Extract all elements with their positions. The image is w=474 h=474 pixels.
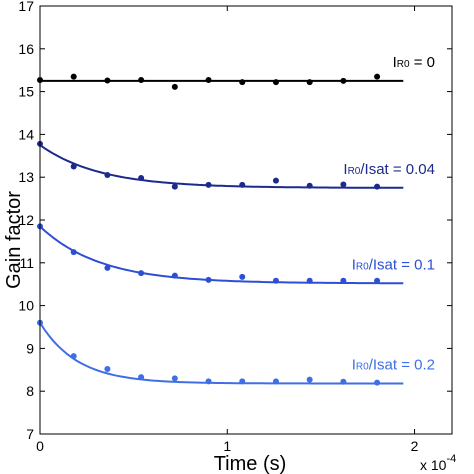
data-point [138,77,145,84]
data-point [171,83,178,90]
data-point [138,270,145,277]
data-point [340,77,347,84]
y-tick-label: 17 [18,0,34,14]
series-label-2: IR0/Isat = 0.1 [352,256,435,273]
x-tick-label: 1 [223,438,231,454]
series-label-main: I [393,54,397,71]
series-label-main: I [352,256,356,273]
x-axis-multiplier-base: x 10 [420,457,447,473]
data-point [138,175,145,182]
y-tick-label: 13 [18,169,34,185]
data-point [205,181,212,188]
data-point [70,73,77,80]
x-tick-label: 2 [411,438,419,454]
data-point [70,163,77,170]
y-tick-label: 12 [18,212,34,228]
series-label-3: IR0/Isat = 0.2 [352,356,435,373]
data-point [239,378,246,385]
data-point [272,79,279,86]
data-point [104,264,111,271]
data-point [306,79,313,86]
fit-curve-1 [39,144,404,189]
data-point [272,277,279,284]
data-point [104,77,111,84]
series-label-0: IR0 = 0 [393,54,435,71]
series-label-main: I [352,356,356,373]
data-point [239,79,246,86]
series-label-rest: = 0 [410,54,435,71]
y-tick-label: 14 [18,126,34,142]
x-axis-multiplier: x 10-4 [420,453,456,473]
series-label-rest: /Isat = 0.2 [369,356,435,373]
y-tick-label: 7 [26,426,34,442]
data-point [340,378,347,385]
data-point [340,277,347,284]
data-point [374,73,381,80]
x-tick-label: 0 [36,438,44,454]
series-label-main: I [343,161,347,178]
series-label-subscript: R0 [356,261,369,272]
data-point [272,177,279,184]
series-label-rest: /Isat = 0.04 [360,161,435,178]
series-label-subscript: R0 [348,166,361,177]
y-tick-label: 8 [26,383,34,399]
data-point [272,378,279,385]
data-point [70,249,77,256]
x-axis-multiplier-exponent: -4 [446,453,456,465]
x-axis-title: Time (s) [214,453,287,474]
data-point [205,77,212,84]
data-point [104,365,111,372]
data-point [374,277,381,284]
data-point [205,276,212,283]
y-tick-label: 11 [19,255,34,271]
data-point [171,183,178,190]
data-point [104,172,111,179]
data-point [306,376,313,383]
data-point [239,273,246,280]
series-label-subscript: R0 [397,59,410,70]
data-point [70,353,77,360]
y-tick-label: 9 [26,340,34,356]
data-point [138,374,145,381]
data-point [374,379,381,386]
y-tick-label: 15 [18,84,34,100]
series-label-1: IR0/Isat = 0.04 [343,161,435,178]
data-point [374,183,381,190]
y-tick-label: 16 [18,41,34,57]
data-point [239,181,246,188]
series-label-rest: /Isat = 0.1 [369,256,435,273]
series-label-subscript: R0 [356,361,369,372]
y-axis-title: Gain factor [3,191,25,289]
fit-curve-3 [39,322,404,385]
data-point [306,182,313,189]
data-point [171,272,178,279]
data-point [340,181,347,188]
data-point [205,378,212,385]
fit-curve-2 [39,225,404,285]
data-point [171,375,178,382]
y-tick-label: 10 [18,298,34,314]
data-point [306,277,313,284]
